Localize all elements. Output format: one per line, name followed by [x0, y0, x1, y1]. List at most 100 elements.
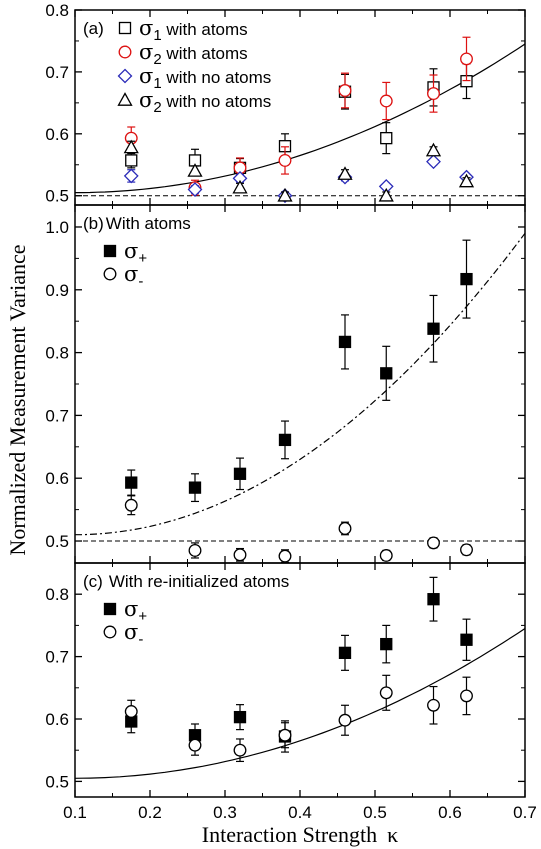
data-point [338, 646, 352, 660]
legend-subscript: 2 [153, 99, 161, 116]
legend-entry: σ- [124, 262, 143, 290]
legend-marker [103, 625, 117, 639]
data-point [125, 476, 138, 489]
legend-symbol: σ [139, 88, 153, 112]
legend-symbol: σ [139, 16, 153, 40]
data-point [233, 710, 247, 724]
data-point [188, 543, 202, 557]
legend-label: with atoms [162, 44, 248, 63]
x-axis-title-symbol: κ [387, 822, 398, 847]
legend-entry: σ2 with atoms [139, 40, 248, 68]
data-point [460, 52, 473, 66]
x-axis-title: Interaction Strength κ [202, 822, 398, 847]
data-point [338, 713, 352, 727]
legend-marker [118, 21, 132, 35]
panel-a-y-tick-label: 0.7 [45, 63, 69, 82]
data-point [458, 173, 475, 188]
data-point [427, 698, 440, 712]
data-point [123, 139, 139, 154]
legend-symbol: σ [124, 597, 138, 621]
data-point [233, 548, 247, 562]
y-axis-title: Normalized Measurement Variance [5, 244, 30, 555]
data-point [427, 322, 440, 335]
data-point [187, 163, 203, 177]
panel-b-y-tick-label: 0.7 [45, 406, 69, 425]
data-point [426, 154, 441, 170]
data-point [380, 367, 393, 380]
x-tick-label: 0.4 [288, 803, 312, 822]
x-tick-label: 0.7 [513, 803, 537, 822]
data-point [460, 543, 473, 557]
data-point [427, 87, 440, 101]
panel-b-label: (b) With atoms [83, 214, 191, 233]
data-point [232, 179, 248, 194]
x-tick-label: 0.3 [213, 803, 237, 822]
data-point [379, 686, 393, 700]
legend-symbol: σ [124, 620, 138, 644]
data-point [188, 481, 202, 494]
legend-symbol: σ [139, 64, 153, 88]
legend-marker [103, 244, 117, 258]
panel-b-label-id: (b) [83, 214, 104, 233]
panel-b-title: With atoms [106, 214, 191, 233]
data-point [125, 154, 138, 167]
panel-b-legend: σ+σ- [103, 239, 147, 290]
legend-marker [117, 92, 133, 106]
panel-c: 0.5 0.6 0.7 0.8 (c) With re-initialized atoms… [45, 562, 526, 798]
data-point [380, 131, 393, 145]
data-point [425, 142, 442, 157]
data-point [380, 637, 393, 651]
panel-c-label: (c) With re-initialized atoms [83, 572, 289, 591]
panel-c-y-tick-label: 0.8 [45, 585, 69, 604]
data-point [338, 522, 352, 535]
data-point [123, 168, 139, 184]
panel-b-y-tick-label: 0.9 [45, 281, 69, 300]
panel-c-series-1 [125, 576, 473, 753]
data-point [278, 433, 292, 447]
panel-b-y-tick-label: 0.6 [45, 469, 69, 488]
legend-subscript: 1 [153, 75, 161, 92]
data-point [338, 84, 352, 97]
x-tick-label: 0.1 [63, 803, 87, 822]
panel-b-y-tick-label: 1.0 [45, 218, 69, 237]
legend-label: with no atoms [162, 68, 272, 87]
data-point [338, 335, 352, 349]
data-point [427, 593, 440, 606]
data-point [460, 633, 473, 646]
panel-a-y-tick-label: 0.6 [45, 125, 69, 144]
panel-a-fit-curve [75, 43, 525, 194]
data-point [187, 182, 203, 197]
legend-subscript: - [138, 631, 143, 648]
legend-label: with no atoms [162, 92, 272, 111]
panel-a-series-3 [123, 154, 474, 204]
data-point [233, 743, 247, 757]
panel-a-label: (a) [83, 19, 104, 38]
legend-marker [103, 267, 117, 281]
panel-b-fit-curve [75, 232, 525, 536]
panel-b-y-tick-label: 0.5 [45, 532, 69, 551]
x-tick-label: 0.2 [138, 803, 162, 822]
x-tick-label: 0.5 [363, 803, 387, 822]
panel-a-label-id: (a) [83, 19, 104, 38]
panel-b-y-tick-label: 0.8 [45, 344, 69, 363]
legend-marker [103, 602, 117, 616]
panel-c-series-2 [124, 674, 473, 763]
data-point [124, 705, 138, 718]
panel-c-label-id: (c) [83, 572, 103, 591]
data-point [379, 549, 393, 562]
data-point [378, 187, 394, 202]
legend-entry: σ+ [124, 597, 147, 625]
legend-symbol: σ [139, 40, 153, 64]
data-point [379, 94, 393, 108]
panel-b-series-2 [124, 495, 473, 563]
legend-symbol: σ [124, 262, 138, 286]
legend-subscript: 2 [153, 51, 161, 68]
data-point [460, 272, 473, 286]
data-point [278, 549, 292, 563]
panel-a-y-tick-label: 0.8 [45, 1, 69, 20]
panel-c-y-tick-label: 0.5 [45, 772, 69, 791]
legend-entry: σ1 with no atoms [139, 64, 271, 92]
panel-a-series-4 [123, 139, 475, 202]
